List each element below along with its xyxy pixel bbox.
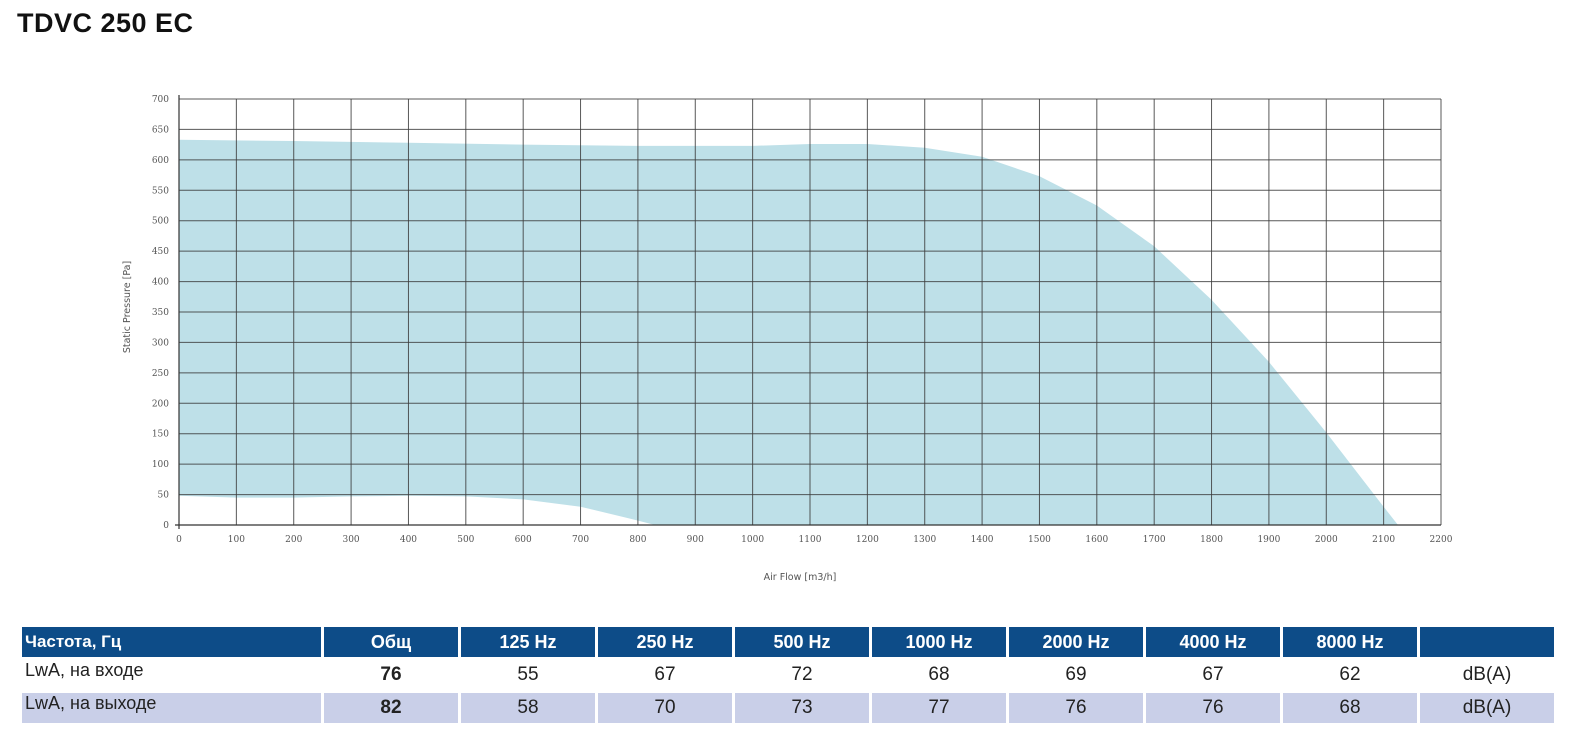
x-tick-label: 400 xyxy=(400,535,417,545)
x-tick-label: 1000 xyxy=(741,535,764,545)
fan-performance-chart: 0 100 200 300 400 500 600 700 800 900 1000 1100 1200… xyxy=(122,95,1453,583)
y-axis-label: Static Pressure [Pa] xyxy=(122,261,133,353)
x-tick-label: 1400 xyxy=(971,535,994,545)
cell-total-inlet: 76 xyxy=(380,664,402,685)
x-tick-label: 500 xyxy=(457,535,474,545)
x-tick-label: 100 xyxy=(228,535,245,545)
x-tick-label: 0 xyxy=(176,535,182,545)
x-tick-label: 600 xyxy=(515,535,532,545)
x-tick-label: 200 xyxy=(285,535,302,545)
cell-value: 73 xyxy=(735,693,869,723)
y-tick-label: 350 xyxy=(152,308,169,318)
header-2000hz: 2000 Hz xyxy=(1009,627,1143,657)
cell-value: 72 xyxy=(791,664,813,685)
cell-value: 68 xyxy=(928,664,950,685)
x-tick-label: 1800 xyxy=(1200,535,1223,545)
y-tick-label: 600 xyxy=(152,156,169,166)
cell-value: 62 xyxy=(1339,664,1361,685)
table-row: LwA, на входе 76 55 67 72 68 69 67 62 dB… xyxy=(22,660,1554,690)
header-frequency: Частота, Гц xyxy=(22,627,321,657)
cell-value: 67 xyxy=(654,664,676,685)
header-250hz: 250 Hz xyxy=(598,627,732,657)
cell-value: 70 xyxy=(598,693,732,723)
header-1000hz: 1000 Hz xyxy=(872,627,1006,657)
cell-value: 55 xyxy=(517,664,539,685)
header-total: Общ xyxy=(324,627,458,657)
x-tick-label: 1500 xyxy=(1028,535,1051,545)
x-tick-label: 700 xyxy=(572,535,589,545)
x-tick-label: 800 xyxy=(629,535,646,545)
operating-area xyxy=(179,139,1398,526)
y-tick-label: 100 xyxy=(152,460,169,470)
y-tick-label: 450 xyxy=(152,247,169,257)
x-tick-label: 2100 xyxy=(1372,535,1395,545)
cell-unit: dB(A) xyxy=(1420,693,1554,723)
y-tick-label: 150 xyxy=(152,430,169,440)
y-tick-label: 300 xyxy=(152,338,169,348)
cell-value: 58 xyxy=(461,693,595,723)
cell-value: 67 xyxy=(1202,664,1224,685)
header-4000hz: 4000 Hz xyxy=(1146,627,1280,657)
y-tick-label: 50 xyxy=(158,491,170,501)
x-tick-label: 1700 xyxy=(1143,535,1166,545)
y-tick-label: 250 xyxy=(152,369,169,379)
y-tick-label: 650 xyxy=(152,125,169,135)
header-125hz: 125 Hz xyxy=(461,627,595,657)
cell-value: 76 xyxy=(1009,693,1143,723)
header-8000hz: 8000 Hz xyxy=(1283,627,1417,657)
x-tick-label: 1100 xyxy=(799,535,822,545)
x-tick-label: 2200 xyxy=(1430,535,1453,545)
page-title: TDVC 250 EC xyxy=(17,8,194,38)
x-tick-label: 900 xyxy=(687,535,704,545)
cell-total-outlet: 82 xyxy=(324,693,458,723)
x-axis-label: Air Flow [m3/h] xyxy=(764,572,837,583)
y-tick-label: 500 xyxy=(152,217,169,227)
table-row: LwA, на выходе 82 58 70 73 77 76 76 68 d… xyxy=(22,693,1554,723)
y-tick-label: 550 xyxy=(152,186,169,196)
x-tick-label: 1900 xyxy=(1257,535,1280,545)
cell-value: 68 xyxy=(1283,693,1417,723)
y-tick-label: 0 xyxy=(163,521,169,531)
x-tick-label: 1300 xyxy=(913,535,936,545)
row-label-inlet: LwA, на входе xyxy=(25,660,144,680)
x-tick-label: 300 xyxy=(342,535,359,545)
x-tick-label: 2000 xyxy=(1315,535,1338,545)
cell-value: 69 xyxy=(1065,664,1087,685)
y-tick-label: 400 xyxy=(152,278,169,288)
row-label-outlet: LwA, на выходе xyxy=(22,693,321,723)
cell-value: 77 xyxy=(872,693,1006,723)
sound-power-table: Частота, Гц Общ 125 Hz 250 Hz 500 Hz 100… xyxy=(19,624,1557,726)
table-header-row: Частота, Гц Общ 125 Hz 250 Hz 500 Hz 100… xyxy=(22,627,1554,657)
header-unit xyxy=(1420,627,1554,657)
x-tick-label: 1200 xyxy=(856,535,879,545)
y-tick-label: 200 xyxy=(152,399,169,409)
cell-value: 76 xyxy=(1146,693,1280,723)
cell-unit: dB(A) xyxy=(1462,664,1512,685)
x-tick-label: 1600 xyxy=(1085,535,1108,545)
y-tick-label: 700 xyxy=(152,95,169,105)
header-500hz: 500 Hz xyxy=(735,627,869,657)
